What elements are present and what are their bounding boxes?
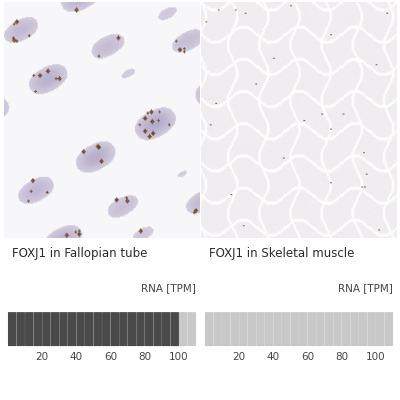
FancyBboxPatch shape xyxy=(248,312,256,346)
Text: RNA [TPM]: RNA [TPM] xyxy=(338,283,393,293)
Text: 100: 100 xyxy=(169,352,189,362)
Text: 20: 20 xyxy=(36,352,49,362)
FancyBboxPatch shape xyxy=(376,312,384,346)
FancyBboxPatch shape xyxy=(230,312,239,346)
FancyBboxPatch shape xyxy=(34,312,42,346)
FancyBboxPatch shape xyxy=(265,312,273,346)
FancyBboxPatch shape xyxy=(205,312,213,346)
FancyBboxPatch shape xyxy=(325,312,333,346)
FancyBboxPatch shape xyxy=(273,312,282,346)
FancyBboxPatch shape xyxy=(68,312,76,346)
FancyBboxPatch shape xyxy=(128,312,136,346)
Text: 80: 80 xyxy=(138,352,151,362)
FancyBboxPatch shape xyxy=(308,312,316,346)
FancyBboxPatch shape xyxy=(342,312,350,346)
Text: FOXJ1 in Fallopian tube: FOXJ1 in Fallopian tube xyxy=(12,247,147,260)
FancyBboxPatch shape xyxy=(25,312,34,346)
Text: 60: 60 xyxy=(104,352,117,362)
FancyBboxPatch shape xyxy=(188,312,196,346)
FancyBboxPatch shape xyxy=(214,312,222,346)
FancyBboxPatch shape xyxy=(290,312,299,346)
Text: RNA [TPM]: RNA [TPM] xyxy=(141,283,196,293)
Text: 40: 40 xyxy=(267,352,280,362)
FancyBboxPatch shape xyxy=(145,312,153,346)
FancyBboxPatch shape xyxy=(102,312,110,346)
FancyBboxPatch shape xyxy=(94,312,102,346)
Text: FOXJ1 in Skeletal muscle: FOXJ1 in Skeletal muscle xyxy=(209,247,354,260)
Text: 80: 80 xyxy=(335,352,348,362)
FancyBboxPatch shape xyxy=(299,312,308,346)
FancyBboxPatch shape xyxy=(239,312,248,346)
FancyBboxPatch shape xyxy=(256,312,265,346)
FancyBboxPatch shape xyxy=(162,312,170,346)
FancyBboxPatch shape xyxy=(222,312,230,346)
FancyBboxPatch shape xyxy=(85,312,93,346)
FancyBboxPatch shape xyxy=(59,312,68,346)
FancyBboxPatch shape xyxy=(153,312,162,346)
Text: 60: 60 xyxy=(301,352,314,362)
FancyBboxPatch shape xyxy=(76,312,85,346)
FancyBboxPatch shape xyxy=(384,312,393,346)
Text: 20: 20 xyxy=(232,352,246,362)
Text: 40: 40 xyxy=(70,352,83,362)
FancyBboxPatch shape xyxy=(51,312,59,346)
FancyBboxPatch shape xyxy=(111,312,119,346)
FancyBboxPatch shape xyxy=(119,312,128,346)
FancyBboxPatch shape xyxy=(359,312,367,346)
FancyBboxPatch shape xyxy=(282,312,290,346)
FancyBboxPatch shape xyxy=(170,312,179,346)
FancyBboxPatch shape xyxy=(333,312,342,346)
FancyBboxPatch shape xyxy=(42,312,51,346)
Text: 100: 100 xyxy=(366,352,386,362)
FancyBboxPatch shape xyxy=(368,312,376,346)
FancyBboxPatch shape xyxy=(316,312,324,346)
FancyBboxPatch shape xyxy=(8,312,16,346)
FancyBboxPatch shape xyxy=(136,312,145,346)
FancyBboxPatch shape xyxy=(179,312,188,346)
FancyBboxPatch shape xyxy=(350,312,359,346)
FancyBboxPatch shape xyxy=(16,312,25,346)
